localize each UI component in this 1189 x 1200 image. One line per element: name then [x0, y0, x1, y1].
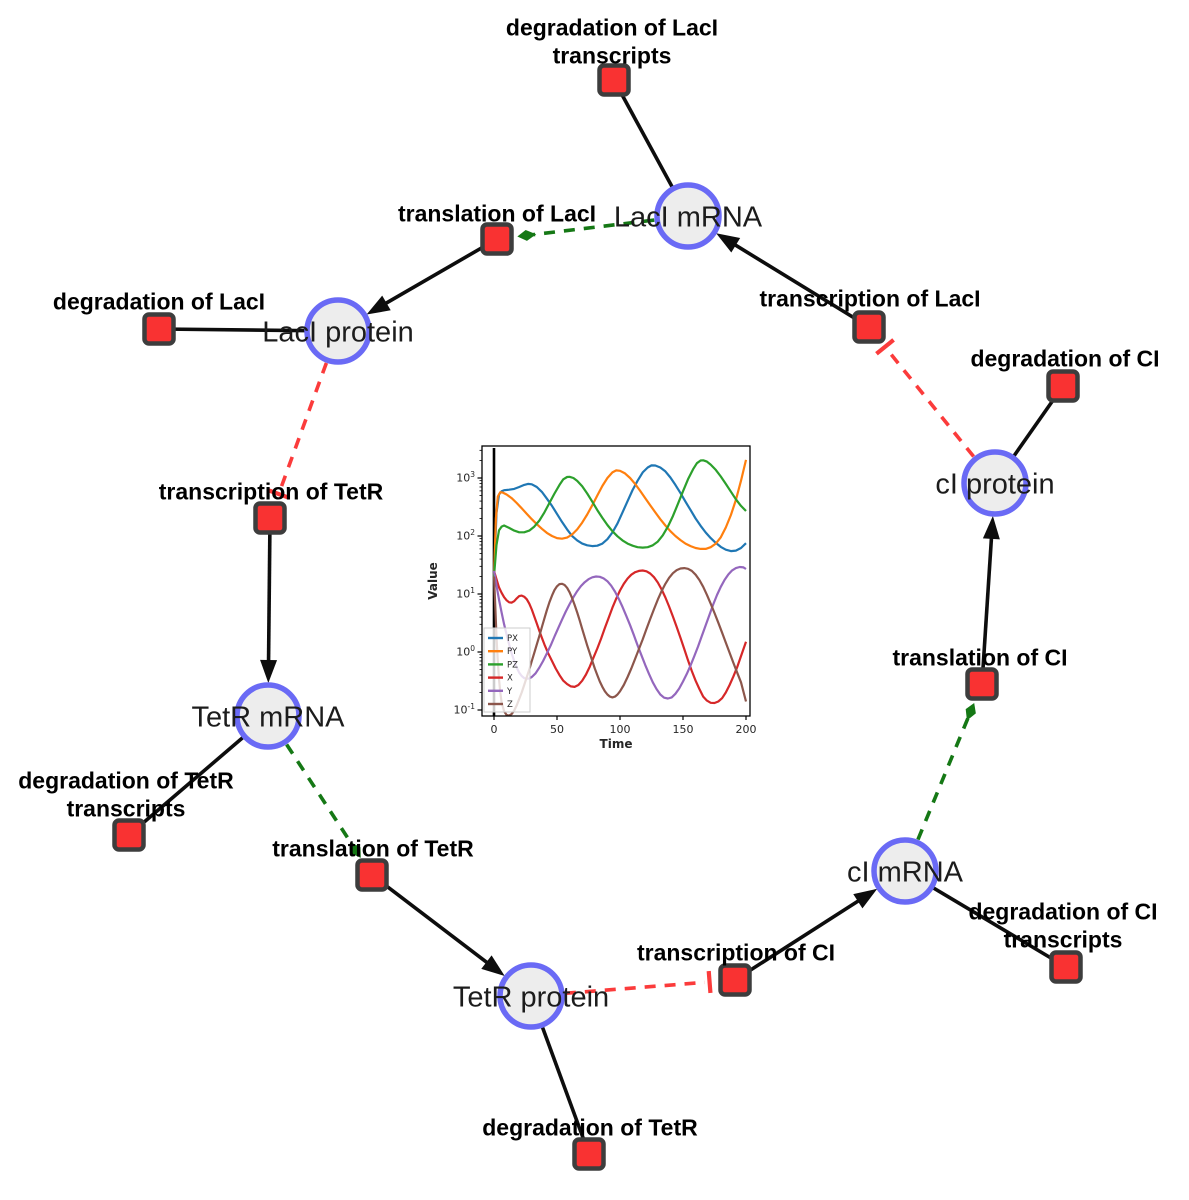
- y-tick-label: 10-1: [454, 702, 476, 717]
- species-node-tetR_mRNA[interactable]: [234, 682, 302, 750]
- reaction-node-tl_lacI[interactable]: [480, 222, 514, 256]
- species-node-lacI_protein[interactable]: [304, 297, 372, 365]
- edge-production-tr_lacI-lacI_mRNA: [716, 233, 870, 329]
- species-label-lacI_mRNA: LacI mRNA: [614, 201, 763, 233]
- reaction-label-tl_lacI: translation of LacI: [398, 200, 596, 226]
- edge-production-tr_cI-cI_mRNA: [734, 888, 878, 982]
- reaction-label-tr_cI: transcription of CI: [637, 939, 835, 965]
- reaction-node-deg_cI[interactable]: [1046, 369, 1080, 403]
- y-tick-label: 101: [456, 586, 475, 601]
- reaction-node-tr_tetR[interactable]: [253, 501, 287, 535]
- edge-inhibition-cI_protein-tr_lacI: [875, 338, 976, 458]
- x-tick-label: 100: [610, 723, 631, 736]
- x-tick-label: 150: [673, 723, 694, 736]
- timecourse-inset-chart: 0 50 100 150 200 10-1 100 101 102 103 Time Value …: [425, 438, 775, 762]
- edge-inhibition-lacI_protein-tr_tetR: [267, 362, 329, 500]
- y-tick-label: 102: [456, 528, 475, 543]
- legend-box: [483, 627, 531, 713]
- edge-production-tl_tetR-tetR_protein: [370, 873, 505, 977]
- reaction-label-deg_cI: degradation of CI: [970, 345, 1159, 371]
- legend-label-Z: Z: [507, 700, 513, 710]
- chart-series-layer: [492, 448, 748, 716]
- y-axis-label: Value: [426, 562, 440, 600]
- x-tick-label: 200: [736, 723, 757, 736]
- reaction-label-deg_tetR_tr: transcripts: [67, 795, 186, 821]
- x-tick-label: 0: [491, 723, 498, 736]
- species-label-tetR_mRNA: TetR mRNA: [191, 701, 345, 733]
- plot-frame: [481, 445, 751, 717]
- legend-label-PY: PY: [507, 647, 518, 657]
- edge-modifier-tetR_mRNA-tl_tetR: [285, 743, 361, 858]
- chart-legend: PX PY PZ XYZ: [483, 627, 531, 713]
- edge-modifier-lacI_mRNA-tl_lacI: [517, 218, 655, 241]
- reaction-label-deg_cI_tr: transcripts: [1004, 926, 1123, 952]
- species-label-cI_mRNA: cI mRNA: [847, 856, 964, 888]
- series-PZ: [492, 459, 747, 577]
- series-PX: [492, 464, 747, 577]
- reaction-label-deg_lacI: degradation of LacI: [53, 288, 265, 314]
- series-X: [492, 569, 748, 705]
- edge-production-tl_cI-cI_protein: [980, 515, 1000, 685]
- edge-production-tl_lacI-lacI_protein: [366, 237, 498, 315]
- legend-label-Y: Y: [506, 687, 513, 697]
- species-label-lacI_protein: LacI protein: [262, 316, 414, 348]
- species-label-cI_protein: cI protein: [935, 468, 1054, 500]
- edge-inhibition-tetR_protein-tr_cI: [564, 970, 713, 996]
- reaction-label-deg_tetR_tr: degradation of TetR: [18, 767, 234, 793]
- reaction-node-deg_tetR[interactable]: [572, 1137, 606, 1171]
- species-label-tetR_protein: TetR protein: [453, 981, 609, 1013]
- y-tick-label: 103: [456, 470, 475, 485]
- reaction-node-tr_lacI[interactable]: [852, 310, 886, 344]
- reaction-label-tl_cI: translation of CI: [892, 644, 1067, 670]
- reaction-node-deg_tetR_tr[interactable]: [112, 818, 146, 852]
- x-axis-label: Time: [600, 737, 633, 751]
- y-tick-label: 100: [456, 644, 475, 659]
- x-tick-label: 50: [550, 723, 564, 736]
- reaction-node-tl_tetR[interactable]: [355, 858, 389, 892]
- reaction-label-deg_lacI_tr: transcripts: [553, 42, 672, 68]
- legend-label-X: X: [507, 674, 513, 684]
- edge-production-tr_tetR-tetR_mRNA: [260, 517, 278, 684]
- series-PY: [492, 459, 748, 577]
- legend-label-PZ: PZ: [507, 660, 518, 670]
- series-Y: [492, 565, 747, 700]
- reaction-label-deg_tetR: degradation of TetR: [482, 1114, 698, 1140]
- reaction-label-deg_lacI_tr: degradation of LacI: [506, 14, 718, 40]
- reaction-node-tr_cI[interactable]: [718, 963, 752, 997]
- reaction-node-deg_lacI_tr[interactable]: [597, 63, 631, 97]
- reaction-label-deg_cI_tr: degradation of CI: [968, 898, 1157, 924]
- reaction-node-tl_cI[interactable]: [965, 667, 999, 701]
- node-layer: [112, 63, 1083, 1171]
- species-node-lacI_mRNA[interactable]: [654, 182, 722, 250]
- reaction-node-deg_lacI[interactable]: [142, 312, 176, 346]
- label-layer: LacI mRNA LacI protein TetR mRNA TetR prote…: [18, 14, 1159, 1140]
- reaction-node-deg_cI_tr[interactable]: [1049, 950, 1083, 984]
- chart-ticks-layer: 0 50 100 150 200 10-1 100 101 102 103: [454, 449, 757, 736]
- reaction-label-tr_lacI: transcription of LacI: [759, 285, 980, 311]
- species-node-cI_protein[interactable]: [961, 449, 1029, 517]
- reaction-label-tl_tetR: translation of TetR: [272, 835, 474, 861]
- reaction-label-tr_tetR: transcription of TetR: [159, 478, 384, 504]
- species-node-tetR_protein[interactable]: [497, 962, 565, 1030]
- legend-label-PX: PX: [507, 634, 518, 644]
- species-node-cI_mRNA[interactable]: [871, 837, 939, 905]
- edge-modifier-cI_mRNA-tl_cI: [916, 702, 976, 841]
